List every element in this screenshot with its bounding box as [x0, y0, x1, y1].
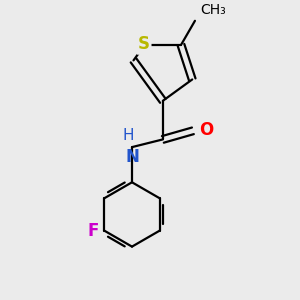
Text: H: H	[123, 128, 134, 143]
Text: S: S	[138, 35, 150, 53]
Text: F: F	[88, 222, 99, 240]
Text: N: N	[126, 148, 140, 166]
Text: O: O	[199, 121, 213, 139]
Text: CH₃: CH₃	[200, 3, 226, 17]
